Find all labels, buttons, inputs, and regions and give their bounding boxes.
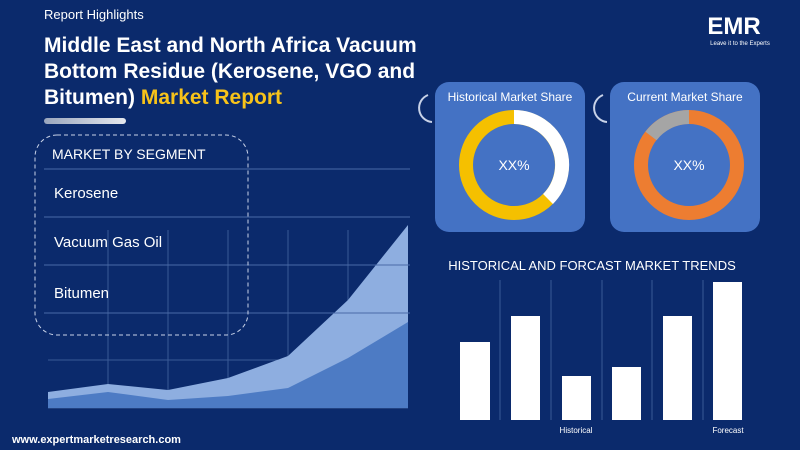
segment-heading: MARKET BY SEGMENT (52, 146, 206, 162)
card-value: XX% (498, 157, 529, 173)
segment-item: Bitumen (54, 285, 109, 302)
report-label: Report Highlights (44, 7, 144, 22)
bar (460, 342, 490, 420)
bar (663, 316, 692, 420)
area-dark (48, 322, 408, 408)
trend-label: Historical (560, 426, 593, 435)
bar (511, 316, 540, 420)
trend-label: Forecast (712, 426, 744, 435)
arrow (593, 94, 608, 123)
footer-url: www.expertmarketresearch.com (11, 434, 181, 446)
title-underline (44, 118, 126, 124)
donut-segment (645, 110, 690, 141)
arrow (418, 94, 433, 123)
title-line: Bitumen) (44, 86, 135, 109)
segment-item: Vacuum Gas Oil (54, 234, 162, 251)
title-line: Bottom Residue (Kerosene, VGO and (44, 60, 415, 83)
bar (562, 376, 591, 420)
logo-tagline: Leave it to the Experts (710, 41, 770, 47)
trends-title: HISTORICAL AND FORCAST MARKET TRENDS (448, 258, 736, 273)
logo: EMR (707, 13, 760, 40)
segment-item: Kerosene (54, 185, 118, 202)
title-line: Bitumen) Market Report (44, 86, 282, 109)
card-title: Historical Market Share (448, 90, 573, 104)
area-light (48, 225, 408, 408)
card-value: XX% (673, 157, 704, 173)
bar (713, 282, 742, 420)
title-line: Middle East and North Africa Vacuum (44, 34, 417, 57)
bar (612, 367, 641, 420)
card-title: Current Market Share (627, 90, 743, 104)
title-highlight: Market Report (141, 86, 282, 109)
trend-grid (499, 280, 704, 420)
donut-segment (513, 109, 570, 204)
segment-box (34, 134, 249, 336)
